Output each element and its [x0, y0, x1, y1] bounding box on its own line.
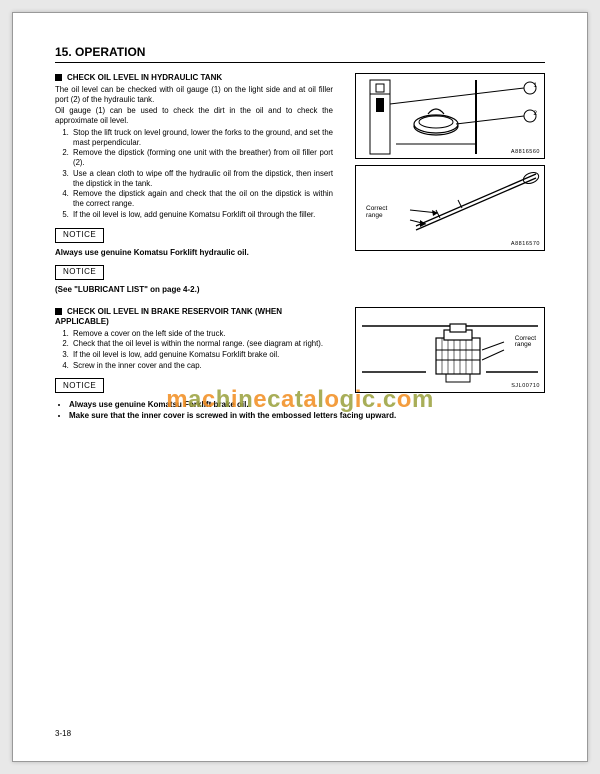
steps-list: Remove a cover on the left side of the t…: [55, 329, 333, 371]
notice-text: (See "LUBRICANT LIST" on page 4-2.): [55, 285, 333, 295]
section-body: CHECK OIL LEVEL IN HYDRAULIC TANK The oi…: [55, 73, 333, 295]
intro-paragraph: The oil level can be checked with oil ga…: [55, 85, 333, 104]
section-hydraulic-tank: 1 2 A8816560 Correct range A8: [55, 73, 545, 295]
step-item: If the oil level is low, add genuine Kom…: [71, 210, 333, 220]
steps-list: Stop the lift truck on level ground, low…: [55, 128, 333, 220]
notice-text: Always use genuine Komatsu Forklift hydr…: [55, 248, 333, 258]
notice-box: NOTICE: [55, 378, 104, 393]
section-title-text: CHECK OIL LEVEL IN BRAKE RESERVOIR TANK …: [55, 307, 282, 326]
square-bullet-icon: [55, 308, 62, 315]
figure-dipstick: Correct range A8816570: [355, 165, 545, 251]
notice-bullets: Always use genuine Komatsu Forklift brak…: [55, 400, 545, 421]
section-brake-reservoir: Correct range SJL00710 CHECK OIL LEVEL I…: [55, 307, 545, 422]
section-body: CHECK OIL LEVEL IN BRAKE RESERVOIR TANK …: [55, 307, 333, 399]
figure-code: A8816570: [511, 241, 540, 248]
figure-code: SJL00710: [511, 383, 540, 390]
step-item: Remove a cover on the left side of the t…: [71, 329, 333, 339]
chapter-heading: 15. OPERATION: [55, 45, 545, 63]
notice-box: NOTICE: [55, 265, 104, 280]
figure-hydraulic-tank-top: 1 2 A8816560: [355, 73, 545, 159]
section-title: CHECK OIL LEVEL IN HYDRAULIC TANK: [55, 73, 333, 83]
step-item: Check that the oil level is within the n…: [71, 339, 333, 349]
diagram-hydraulic-tank: [356, 74, 544, 158]
figure-brake-reservoir: Correct range SJL00710: [355, 307, 545, 393]
square-bullet-icon: [55, 74, 62, 81]
label-correct-range: Correct range: [366, 206, 387, 219]
callout-2: 2: [533, 111, 537, 118]
manual-page: 15. OPERATION: [12, 12, 588, 762]
step-item: Stop the lift truck on level ground, low…: [71, 128, 333, 147]
figure-code: A8816560: [511, 149, 540, 156]
step-item: Screw in the inner cover and the cap.: [71, 361, 333, 371]
page-number: 3-18: [55, 729, 71, 739]
step-item: Remove the dipstick again and check that…: [71, 189, 333, 208]
notice-box: NOTICE: [55, 228, 104, 243]
diagram-brake-reservoir: [356, 308, 544, 392]
step-item: Remove the dipstick (forming one unit wi…: [71, 148, 333, 167]
section-title-text: CHECK OIL LEVEL IN HYDRAULIC TANK: [67, 73, 222, 82]
step-item: Use a clean cloth to wipe off the hydrau…: [71, 169, 333, 188]
step-item: If the oil level is low, add genuine Kom…: [71, 350, 333, 360]
callout-1: 1: [533, 83, 537, 90]
section-title: CHECK OIL LEVEL IN BRAKE RESERVOIR TANK …: [55, 307, 333, 327]
label-correct-range: Correct range: [515, 336, 536, 349]
bullet-item: Make sure that the inner cover is screwe…: [69, 411, 545, 421]
bullet-item: Always use genuine Komatsu Forklift brak…: [69, 400, 545, 410]
intro-paragraph: Oil gauge (1) can be used to check the d…: [55, 106, 333, 125]
